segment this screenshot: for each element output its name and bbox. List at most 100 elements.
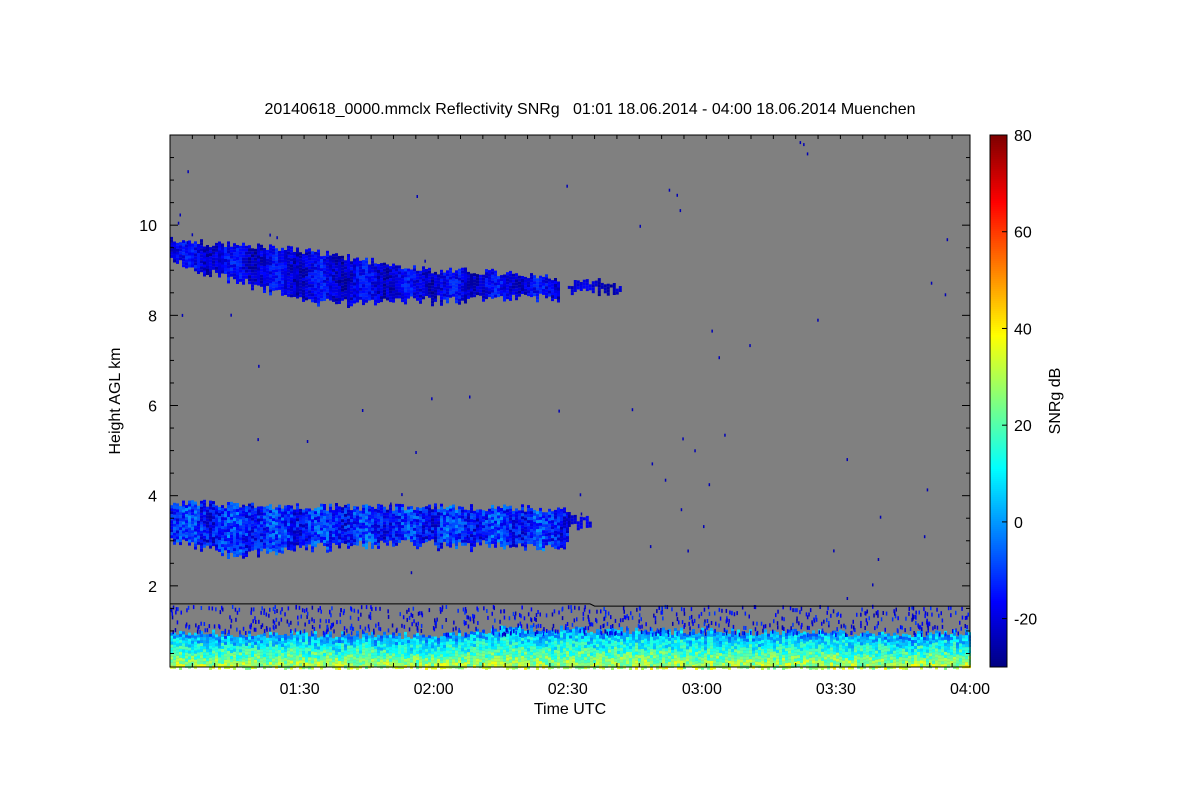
- echo-cell: [260, 661, 263, 665]
- echo-cell: [326, 634, 329, 638]
- echo-cell: [533, 287, 536, 291]
- echo-cell: [392, 272, 395, 276]
- echo-cell: [536, 654, 539, 658]
- echo-cell: [494, 664, 497, 668]
- echo-cell: [371, 539, 374, 543]
- echo-cell: [275, 275, 278, 279]
- echo-cell: [254, 531, 257, 535]
- echo-cell: [281, 511, 284, 515]
- echo-cell: [365, 293, 368, 297]
- echo-cell: [440, 299, 443, 303]
- echo-cell: [488, 648, 491, 652]
- echo-cell: [506, 530, 509, 534]
- echo-cell: [224, 514, 227, 518]
- echo-cell: [560, 661, 563, 665]
- echo-cell: [173, 523, 176, 527]
- echo-cell: [182, 649, 185, 653]
- echo-cell: [392, 293, 395, 297]
- echo-cell: [260, 247, 263, 251]
- echo-cell: [488, 282, 491, 286]
- echo-cell: [179, 521, 182, 525]
- echo-cell: [323, 513, 326, 516]
- echo-cell: [338, 539, 341, 543]
- echo-cell: [191, 503, 194, 507]
- echo-cell: [221, 246, 224, 250]
- echo-cell: [515, 297, 518, 301]
- echo-cell: [332, 525, 335, 529]
- echo-cell: [182, 243, 185, 247]
- echo-cell: [392, 266, 395, 270]
- echo-cell: [281, 286, 284, 290]
- echo-cell: [368, 653, 371, 657]
- echo-cell: [332, 274, 335, 278]
- echo-cell: [251, 260, 254, 264]
- echo-cell: [359, 522, 362, 526]
- echo-cell: [368, 532, 371, 536]
- echo-cell: [500, 293, 503, 297]
- echo-cell: [311, 266, 314, 270]
- echo-cell: [518, 641, 521, 645]
- echo-cell: [293, 252, 296, 255]
- echo-cell: [536, 514, 539, 518]
- echo-cell: [323, 653, 326, 657]
- echo-cell: [272, 509, 275, 513]
- echo-cell: [182, 249, 185, 253]
- echo-cell: [347, 266, 350, 269]
- echo-cell: [254, 653, 257, 657]
- echo-cell: [263, 521, 266, 525]
- echo-cell: [320, 512, 323, 516]
- echo-cell: [530, 285, 533, 289]
- echo-cell: [380, 525, 383, 529]
- echo-cell: [257, 536, 260, 540]
- echo-cell: [356, 533, 359, 537]
- echo-cell: [296, 292, 299, 296]
- echo-cell: [404, 286, 407, 290]
- echo-cell: [194, 507, 197, 511]
- echo-cell: [311, 278, 314, 282]
- echo-cell: [221, 523, 224, 527]
- echo-cell: [485, 639, 488, 643]
- echo-cell: [506, 287, 509, 291]
- echo-cell: [449, 653, 452, 657]
- echo-cell: [305, 547, 308, 551]
- echo-cell: [182, 530, 185, 534]
- echo-cell: [227, 535, 230, 538]
- echo-cell: [482, 283, 485, 287]
- echo-cell: [260, 548, 263, 552]
- echo-cell: [383, 664, 386, 668]
- echo-cell: [230, 543, 233, 547]
- echo-cell: [326, 546, 329, 550]
- echo-cell: [503, 625, 506, 629]
- echo-cell: [296, 247, 299, 251]
- echo-cell: [566, 627, 569, 631]
- echo-cell: [236, 245, 239, 248]
- echo-cell: [491, 525, 494, 529]
- echo-cell: [494, 517, 497, 521]
- echo-cell: [209, 515, 212, 519]
- echo-cell: [446, 635, 449, 639]
- echo-cell: [392, 275, 395, 279]
- echo-cell: [197, 244, 200, 247]
- echo-cell: [422, 634, 425, 638]
- echo-cell: [317, 664, 320, 668]
- echo-cell: [284, 520, 287, 524]
- echo-cell: [359, 650, 362, 654]
- echo-cell: [512, 636, 515, 640]
- echo-cell: [473, 519, 476, 523]
- echo-cell: [377, 655, 380, 659]
- echo-cell: [284, 265, 287, 268]
- echo-cell: [473, 513, 476, 517]
- echo-cell: [557, 522, 560, 526]
- echo-cell: [227, 544, 230, 547]
- echo-cell: [539, 275, 542, 279]
- echo-cell: [185, 649, 188, 653]
- echo-cell: [320, 651, 323, 655]
- echo-cell: [425, 642, 428, 646]
- echo-cell: [416, 519, 419, 523]
- echo-cell: [488, 279, 491, 283]
- echo-cell: [579, 516, 583, 520]
- echo-cell: [428, 644, 431, 648]
- echo-cell: [584, 639, 587, 643]
- echo-cell: [338, 649, 341, 652]
- echo-cell: [497, 291, 500, 295]
